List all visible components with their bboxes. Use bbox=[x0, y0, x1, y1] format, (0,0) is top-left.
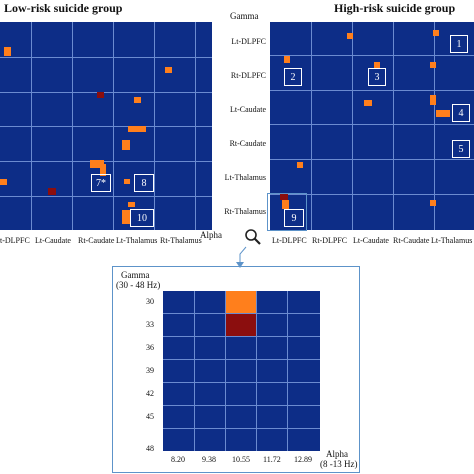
zoom-x-tick: 11.72 bbox=[263, 455, 281, 464]
zoom-y-range: (30 - 48 Hz) bbox=[116, 280, 161, 290]
heat-cell bbox=[128, 126, 146, 132]
zoom-x-title: Alpha bbox=[326, 449, 348, 459]
heat-cell bbox=[374, 62, 380, 69]
heat-cell bbox=[430, 95, 436, 105]
heat-cell bbox=[284, 56, 290, 63]
right-x-label-5: Lt-Thalamus bbox=[431, 236, 473, 245]
heat-cell bbox=[48, 188, 56, 195]
heat-cell bbox=[100, 164, 106, 176]
heat-cell bbox=[122, 140, 130, 150]
heat-cell bbox=[4, 47, 11, 56]
heat-cell bbox=[128, 202, 135, 207]
region-box-9: 9 bbox=[284, 209, 304, 227]
heat-cell bbox=[165, 67, 172, 73]
right-row-label-3: Lt-Caudate bbox=[230, 105, 266, 114]
zoom-x-tick: 8.20 bbox=[171, 455, 185, 464]
left-x-label-2: Lt-Caudate bbox=[35, 236, 71, 245]
right-row-label-6: Rt-Thalamus bbox=[224, 207, 266, 216]
region-box-8: 8 bbox=[134, 174, 154, 192]
heat-cell bbox=[430, 200, 436, 206]
region-box-4: 4 bbox=[452, 104, 470, 122]
magnifier-icon bbox=[245, 229, 261, 245]
zoom-y-title: Gamma bbox=[121, 270, 150, 280]
zoom-x-range: (8 -13 Hz) bbox=[320, 459, 358, 469]
zoom-cell-33-10.55 bbox=[226, 314, 256, 336]
right-row-label-5: Lt-Thalamus bbox=[224, 173, 266, 182]
left-x-label-4: Lt-Thalamus bbox=[116, 236, 158, 245]
high-risk-title: High-risk suicide group bbox=[334, 1, 456, 15]
low-risk-heatmap: 7* 8 10 bbox=[0, 22, 212, 230]
zoom-source-highlight bbox=[267, 193, 307, 231]
heat-cell bbox=[90, 160, 104, 168]
zoom-y-tick: 30 bbox=[146, 297, 154, 306]
heat-cell bbox=[124, 179, 130, 184]
right-x-label-2: Rt-DLPFC bbox=[312, 236, 348, 245]
left-x-label-3: Rt-Caudate bbox=[78, 236, 115, 245]
heat-cell bbox=[436, 110, 450, 117]
heat-cell bbox=[282, 200, 289, 209]
zoom-frame bbox=[112, 266, 360, 473]
heat-cell bbox=[280, 194, 288, 200]
heat-cell bbox=[430, 62, 436, 68]
heat-cell bbox=[97, 92, 104, 98]
zoom-x-tick: 9.38 bbox=[202, 455, 216, 464]
left-x-label-5: Rt-Thalamus bbox=[160, 236, 202, 245]
heat-cell bbox=[364, 100, 372, 106]
zoom-y-tick: 45 bbox=[146, 412, 154, 421]
zoom-x-tick: 12.89 bbox=[294, 455, 312, 464]
right-x-label-4: Rt-Caudate bbox=[393, 236, 430, 245]
left-x-label-1: t-DLPFC bbox=[0, 236, 30, 245]
heat-cell bbox=[297, 162, 303, 168]
region-box-5: 5 bbox=[452, 140, 470, 158]
heat-cell bbox=[433, 30, 439, 36]
zoom-y-tick: 48 bbox=[146, 444, 154, 453]
region-box-3: 3 bbox=[368, 68, 386, 86]
region-box-7: 7* bbox=[91, 174, 111, 192]
heat-cell bbox=[347, 33, 353, 39]
zoom-y-tick: 33 bbox=[146, 320, 154, 329]
right-x-label-3: Lt-Caudate bbox=[353, 236, 389, 245]
zoom-y-tick: 36 bbox=[146, 343, 154, 352]
left-axis-label-alpha: Alpha bbox=[200, 230, 222, 240]
region-box-10: 10 bbox=[130, 209, 154, 227]
region-box-2: 2 bbox=[284, 68, 302, 86]
right-row-label-2: Rt-DLPFC bbox=[230, 71, 266, 80]
heat-cell bbox=[0, 179, 7, 185]
region-box-1: 1 bbox=[450, 35, 468, 53]
zoom-x-tick: 10.55 bbox=[232, 455, 250, 464]
zoom-cell-30-10.55 bbox=[226, 291, 256, 313]
zoom-heatmap bbox=[163, 291, 320, 451]
heat-cell bbox=[122, 210, 130, 224]
zoom-y-tick: 42 bbox=[146, 389, 154, 398]
high-risk-heatmap: 1 2 3 4 5 9 bbox=[270, 22, 474, 230]
low-risk-title: Low-risk suicide group bbox=[4, 1, 123, 15]
right-corner-label-gamma: Gamma bbox=[230, 11, 259, 21]
right-row-label-1: Lt-DLPFC bbox=[231, 37, 266, 46]
right-x-label-1: Lt-DLPFC bbox=[272, 236, 307, 245]
right-row-label-4: Rt-Caudate bbox=[229, 139, 266, 148]
heat-cell bbox=[134, 97, 141, 103]
zoom-y-tick: 39 bbox=[146, 366, 154, 375]
